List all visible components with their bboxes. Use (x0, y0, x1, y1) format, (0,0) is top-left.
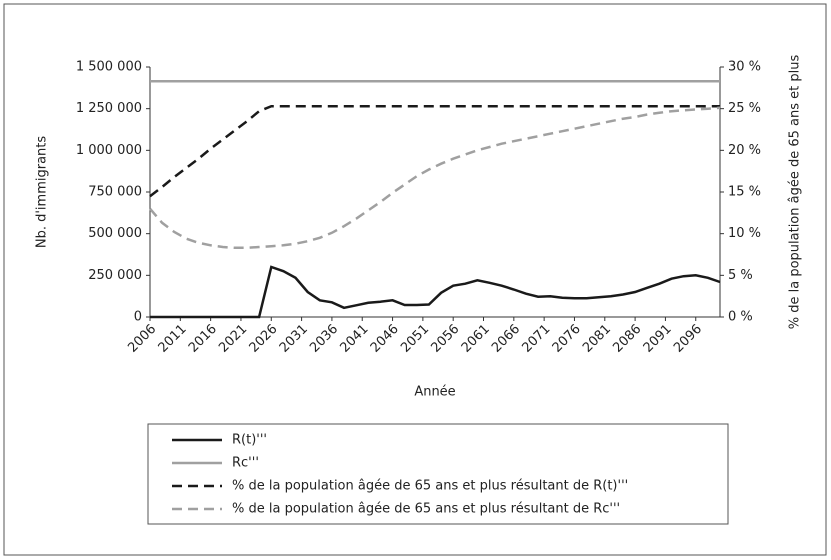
legend-box (147, 423, 729, 525)
y2-tick-label: 10 % (728, 226, 761, 241)
series-line (150, 265, 721, 319)
y-tick-label: 250 000 (88, 268, 142, 283)
y-axis-label: Nb. d'immigrants (35, 136, 50, 249)
y2-tick-label: 5 % (728, 268, 753, 283)
y-tick-label: 1 250 000 (76, 101, 142, 116)
y2-tick-label: 20 % (728, 143, 761, 158)
y2-axis-label: % de la population âgée de 65 ans et plu… (788, 55, 803, 330)
series-line (149, 104, 720, 198)
series-line (149, 106, 721, 250)
y2-tick-label: 0 % (728, 310, 753, 325)
y2-tick-label: 30 % (728, 60, 761, 75)
y-tick-label: 1 500 000 (76, 60, 142, 75)
y2-tick-label: 25 % (728, 101, 761, 116)
legend-label: Rc''' (232, 456, 259, 471)
y-tick-label: 750 000 (88, 185, 142, 200)
x-axis-label: Année (414, 385, 455, 400)
y-tick-label: 500 000 (88, 226, 142, 241)
y2-tick-label: 15 % (728, 185, 761, 200)
legend-label: R(t)''' (232, 433, 267, 448)
y-tick-label: 0 (134, 310, 142, 325)
legend-label: % de la population âgée de 65 ans et plu… (232, 479, 628, 494)
legend-label: % de la population âgée de 65 ans et plu… (232, 502, 620, 517)
y-tick-label: 1 000 000 (76, 143, 142, 158)
